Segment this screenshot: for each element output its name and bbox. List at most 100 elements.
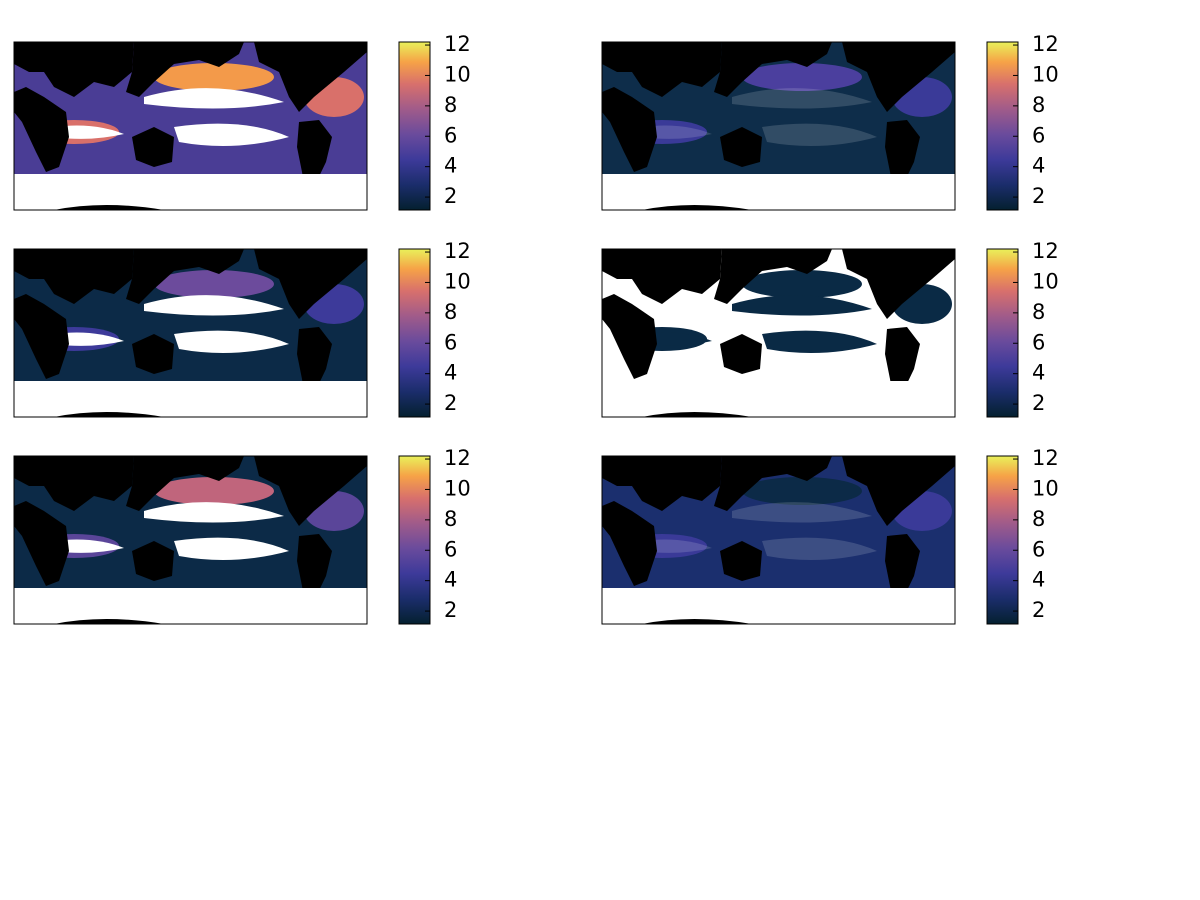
colorbar-tick-label: 6 — [1032, 537, 1045, 561]
colorbar — [398, 248, 431, 418]
antarctica — [54, 205, 164, 210]
masked-region — [762, 537, 877, 560]
land — [602, 42, 722, 97]
map-frame — [13, 248, 368, 418]
masked-region — [642, 125, 712, 139]
colorbar-tick-label: 6 — [1032, 123, 1045, 147]
colorbar-tick-label: 8 — [1032, 300, 1045, 324]
colorbar-tick-label: 12 — [444, 446, 471, 470]
land — [842, 456, 955, 526]
map-panel — [601, 248, 956, 418]
antarctica-mask — [602, 588, 955, 624]
land — [842, 42, 955, 112]
colorbar-tick-label: 2 — [444, 184, 457, 208]
colorbar-tick-label: 4 — [1032, 361, 1045, 385]
land — [14, 294, 69, 379]
colorbar-tick-label: 2 — [1032, 598, 1045, 622]
masked-region — [144, 502, 284, 523]
masked-region — [54, 539, 124, 553]
antarctica-mask — [14, 588, 367, 624]
antarctica — [54, 412, 164, 417]
colorbar-tick-label: 8 — [1032, 507, 1045, 531]
masked-region — [54, 332, 124, 346]
colorbar-tick-label: 8 — [444, 300, 457, 324]
colorbar-tick-label: 12 — [1032, 239, 1059, 263]
colorbar — [398, 41, 431, 211]
land — [602, 87, 657, 172]
land — [254, 42, 367, 112]
colorbar-tick-label: 12 — [444, 32, 471, 56]
land — [14, 501, 69, 586]
colorbar-tick-label: 4 — [444, 568, 457, 592]
colorbar-tick-label: 4 — [444, 154, 457, 178]
land — [842, 249, 955, 319]
colorbar-tick-label: 4 — [1032, 154, 1045, 178]
antarctica-mask — [602, 174, 955, 210]
map-panel — [13, 455, 368, 625]
colorbar-tick-label: 8 — [1032, 93, 1045, 117]
land — [714, 249, 832, 304]
colorbar-tick-label: 8 — [444, 507, 457, 531]
colorbar — [986, 455, 1019, 625]
colorbar-tick-label: 2 — [1032, 391, 1045, 415]
land — [602, 294, 657, 379]
land — [14, 249, 134, 304]
colorbar-tick-label: 10 — [1032, 269, 1059, 293]
masked-region — [762, 330, 877, 353]
colorbar-tick-label: 10 — [444, 269, 471, 293]
ocean-field — [742, 63, 862, 91]
map-panel — [13, 248, 368, 418]
colorbar-tick-label: 2 — [1032, 184, 1045, 208]
colorbar-tick-label: 10 — [1032, 62, 1059, 86]
land — [254, 456, 367, 526]
land — [14, 456, 134, 511]
colorbar-tick-label: 6 — [444, 537, 457, 561]
land — [126, 249, 244, 304]
antarctica-mask — [602, 381, 955, 417]
colorbar-tick-label: 12 — [444, 239, 471, 263]
colorbar-tick-label: 4 — [444, 361, 457, 385]
land — [126, 456, 244, 511]
land — [602, 501, 657, 586]
colorbar-tick-label: 12 — [1032, 32, 1059, 56]
land — [132, 127, 174, 167]
land — [14, 42, 134, 97]
land — [714, 456, 832, 511]
land — [132, 334, 174, 374]
colorbar-tick-label: 10 — [444, 62, 471, 86]
colorbar-tick-label: 12 — [1032, 446, 1059, 470]
masked-region — [54, 125, 124, 139]
map-frame — [13, 455, 368, 625]
antarctica — [642, 205, 752, 210]
antarctica-mask — [14, 174, 367, 210]
colorbar-tick-label: 2 — [444, 391, 457, 415]
colorbar — [986, 41, 1019, 211]
colorbar-tick-label: 8 — [444, 93, 457, 117]
land — [720, 541, 762, 581]
masked-region — [144, 295, 284, 316]
colorbar — [986, 248, 1019, 418]
masked-region — [174, 537, 289, 560]
map-frame — [601, 41, 956, 211]
colorbar-tick-label: 10 — [1032, 476, 1059, 500]
antarctica-mask — [14, 381, 367, 417]
land — [132, 541, 174, 581]
colorbar — [398, 455, 431, 625]
masked-region — [174, 330, 289, 353]
ocean-field — [154, 477, 274, 505]
land — [254, 249, 367, 319]
masked-region — [732, 88, 872, 109]
ocean-field — [154, 270, 274, 298]
land — [602, 249, 722, 304]
land — [14, 87, 69, 172]
ocean-field — [742, 477, 862, 505]
map-frame — [601, 455, 956, 625]
ocean-field — [154, 63, 274, 91]
land — [720, 127, 762, 167]
land — [602, 456, 722, 511]
colorbar-tick-label: 6 — [1032, 330, 1045, 354]
masked-region — [732, 502, 872, 523]
colorbar-tick-label: 10 — [444, 476, 471, 500]
masked-region — [732, 295, 872, 316]
